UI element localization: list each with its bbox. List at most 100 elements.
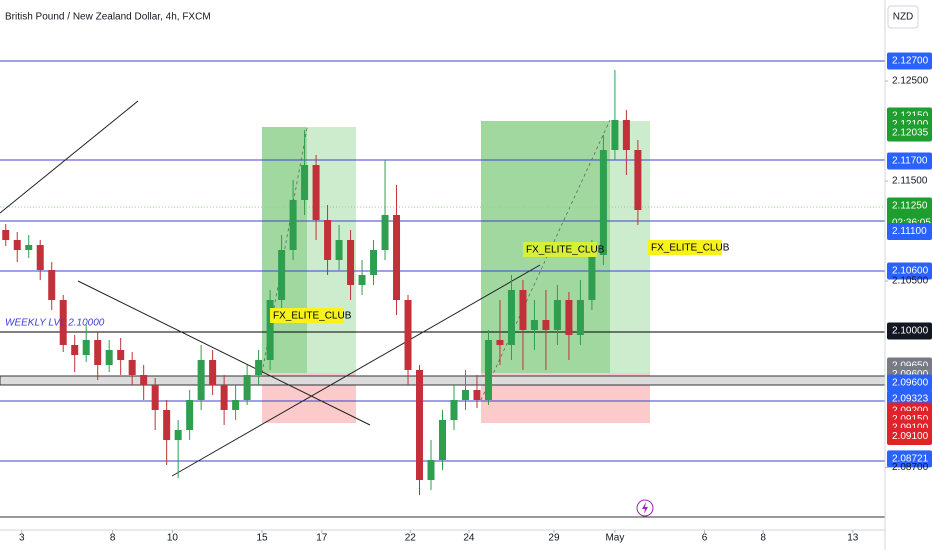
x-tick-label: 6 xyxy=(702,533,708,544)
price-label: 2.12035 xyxy=(892,128,929,139)
chart-title: British Pound / New Zealand Dollar, 4h, … xyxy=(5,12,211,23)
trend-line xyxy=(0,100,139,214)
price-label: 2.12700 xyxy=(892,56,929,67)
candle-body xyxy=(59,300,67,345)
candle-body xyxy=(151,385,159,410)
candle-body xyxy=(427,460,435,480)
candle-body xyxy=(393,215,401,300)
candle-body xyxy=(94,340,102,365)
candle-body xyxy=(2,230,10,240)
candle-body xyxy=(36,245,44,270)
candle-body xyxy=(370,250,378,275)
candle-body xyxy=(71,345,79,355)
price-label: 2.09323 xyxy=(892,393,929,404)
price-label: 2.11500 xyxy=(892,176,928,187)
candle-body xyxy=(220,385,228,410)
candle-body xyxy=(232,400,240,410)
candle-body xyxy=(381,215,389,250)
candle-body xyxy=(450,400,458,420)
candle-body xyxy=(461,390,469,400)
candle-body xyxy=(622,120,630,150)
candle-body xyxy=(416,370,424,480)
candle-body xyxy=(278,250,286,300)
price-label-box xyxy=(887,152,932,170)
price-label-box xyxy=(887,262,932,280)
candle-body xyxy=(599,150,607,255)
price-label: 2.08721 xyxy=(892,454,929,465)
candle-body xyxy=(128,360,136,375)
annotation-box xyxy=(648,240,722,255)
candle-body xyxy=(197,360,205,400)
candle-body xyxy=(473,390,481,400)
annotation: FX_ELITE_CLUB xyxy=(526,245,605,256)
level-band xyxy=(0,375,886,386)
candle-body xyxy=(25,245,33,250)
candle-body xyxy=(542,320,550,330)
price-label-box xyxy=(887,374,932,392)
x-tick-label: May xyxy=(605,533,624,544)
candle-body xyxy=(209,360,217,385)
x-tick-label: 10 xyxy=(167,533,179,544)
candle-body xyxy=(588,255,596,300)
price-label-box xyxy=(887,322,932,340)
price-label-box xyxy=(887,52,932,70)
candle-body xyxy=(530,320,538,330)
candle-body xyxy=(105,350,113,365)
currency: NZD xyxy=(893,12,914,23)
candle-body xyxy=(565,300,573,335)
price-label: 2.12500 xyxy=(892,76,929,87)
candle-body xyxy=(404,300,412,370)
price-label: 2.11700 xyxy=(892,156,928,167)
candles xyxy=(2,70,642,495)
annotation: WEEKLY LVL 2.10000 xyxy=(5,318,105,329)
trend-line xyxy=(77,280,371,426)
candle-body xyxy=(289,200,297,250)
candle-body xyxy=(335,240,343,260)
price-label: 2.10600 xyxy=(892,266,929,277)
candle-body xyxy=(484,340,492,400)
candle-body xyxy=(82,340,90,355)
candle-body xyxy=(553,300,561,330)
currency-button[interactable] xyxy=(887,5,919,29)
price-label: 2.10500 xyxy=(892,276,929,287)
price-label: 2.11100 xyxy=(892,226,927,237)
annotation: FX_ELITE_CLUB xyxy=(273,311,352,322)
candle-body xyxy=(174,430,182,440)
candle-body xyxy=(439,420,446,460)
candle-body xyxy=(186,400,194,430)
candle-body xyxy=(519,290,527,330)
price-label: 2.10000 xyxy=(892,326,929,337)
event-icon-bolt xyxy=(642,502,648,514)
x-tick-label: 8 xyxy=(110,533,116,544)
candle-body xyxy=(358,275,366,285)
price-label-box xyxy=(887,223,932,240)
candle-body xyxy=(312,165,320,220)
price-label-box xyxy=(887,428,932,445)
candle-body xyxy=(576,300,584,335)
annotation-box xyxy=(523,242,597,257)
x-tick-label: 24 xyxy=(463,533,475,544)
candle-body xyxy=(140,375,148,385)
candle-body xyxy=(163,410,171,440)
candle-body xyxy=(347,240,355,285)
x-tick-label: 15 xyxy=(256,533,268,544)
profit-zone xyxy=(610,121,650,373)
annotation: FX_ELITE_CLUB xyxy=(651,243,730,254)
candle-body xyxy=(496,340,504,345)
x-tick-label: 22 xyxy=(405,533,417,544)
x-tick-label: 3 xyxy=(19,533,25,544)
x-tick-label: 17 xyxy=(316,533,328,544)
annotation-box xyxy=(270,308,344,323)
price-label: 2.11250 xyxy=(892,201,928,212)
candle-body xyxy=(324,220,332,260)
x-tick-label: 8 xyxy=(760,533,766,544)
candle-body xyxy=(255,360,263,375)
price-label: 2.08700 xyxy=(892,462,929,473)
candle-body xyxy=(117,350,125,360)
candle-body xyxy=(301,165,309,200)
candle-body xyxy=(611,120,619,150)
price-label-box xyxy=(887,450,932,468)
price-label-box xyxy=(887,124,932,142)
